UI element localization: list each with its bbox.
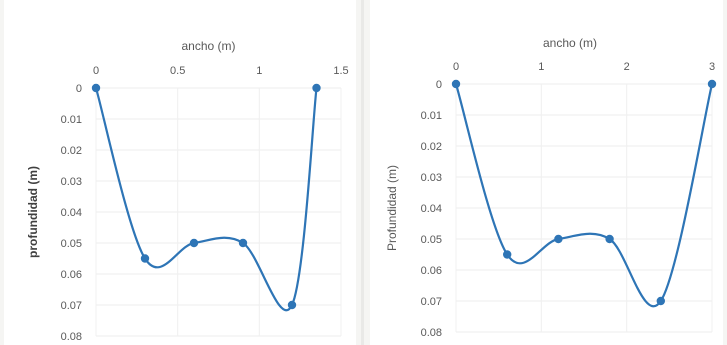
y-tick-label: 0.02: [61, 145, 82, 157]
data-point: [312, 83, 321, 93]
y-tick-label: 0.07: [421, 296, 442, 308]
y-tick-label: 0.01: [61, 114, 82, 126]
series-line: [94, 86, 318, 312]
data-point: [503, 250, 512, 259]
data-point: [707, 79, 717, 89]
x-tick-label: 1: [538, 61, 544, 73]
y-tick-label: 0.06: [61, 269, 82, 281]
y-tick-label: 0.08: [421, 327, 442, 339]
y-tick-label: 0.02: [421, 141, 442, 153]
x-tick-label: 0.5: [170, 65, 185, 77]
y-axis-title: profundidad (m): [26, 166, 40, 258]
x-tick-label: 2: [624, 61, 630, 73]
chart-panel-right: 0 0.01 0.02 0.03 0.04 0.05 0.06 0.07 0.08 0 1 2 3 anc…: [370, 0, 723, 345]
y-tick-label: 0.01: [421, 110, 442, 122]
y-tick-label: 0.06: [421, 265, 442, 277]
y-tick-label: 0.08: [61, 331, 82, 343]
x-axis-title: ancho (m): [181, 39, 235, 53]
data-point: [554, 234, 563, 244]
x-tick-label: 1: [256, 65, 262, 77]
x-tick-label: 0: [93, 65, 99, 77]
data-point: [605, 234, 614, 244]
data-point: [189, 238, 199, 248]
chart-right-svg: 0 0.01 0.02 0.03 0.04 0.05 0.06 0.07 0.08 0 1 2 3 anc…: [385, 36, 717, 339]
y-tick-label: 0.03: [61, 176, 82, 188]
y-tick-label: 0.07: [61, 300, 82, 312]
y-tick-label: 0.05: [421, 234, 442, 246]
data-point: [140, 254, 150, 263]
y-axis-title: Profundidad (m): [385, 165, 399, 251]
x-tick-label: 3: [709, 61, 715, 73]
y-tick-label: 0.04: [421, 203, 442, 215]
y-tick-label: 0: [76, 83, 82, 95]
data-point: [238, 238, 248, 248]
y-tick-label: 0.04: [61, 207, 82, 219]
series-line: [454, 82, 714, 308]
chart-panel-left: 0 0.01 0.02 0.03 0.04 0.05 0.06 0.07 0.08 0 0.5 1 1.…: [4, 0, 356, 345]
x-tick-label: 1.5: [333, 65, 348, 77]
chart-left-svg: 0 0.01 0.02 0.03 0.04 0.05 0.06 0.07 0.08 0 0.5 1 1.…: [26, 39, 349, 343]
x-tick-label: 0: [453, 61, 459, 73]
data-point: [656, 296, 665, 306]
x-axis-title: ancho (m): [543, 36, 597, 50]
y-tick-label: 0.03: [421, 172, 442, 184]
data-point: [287, 300, 297, 310]
y-tick-label: 0: [436, 79, 442, 91]
y-tick-label: 0.05: [61, 238, 82, 250]
data-point: [91, 83, 101, 93]
data-point: [451, 79, 461, 89]
panel-divider: [361, 0, 364, 345]
